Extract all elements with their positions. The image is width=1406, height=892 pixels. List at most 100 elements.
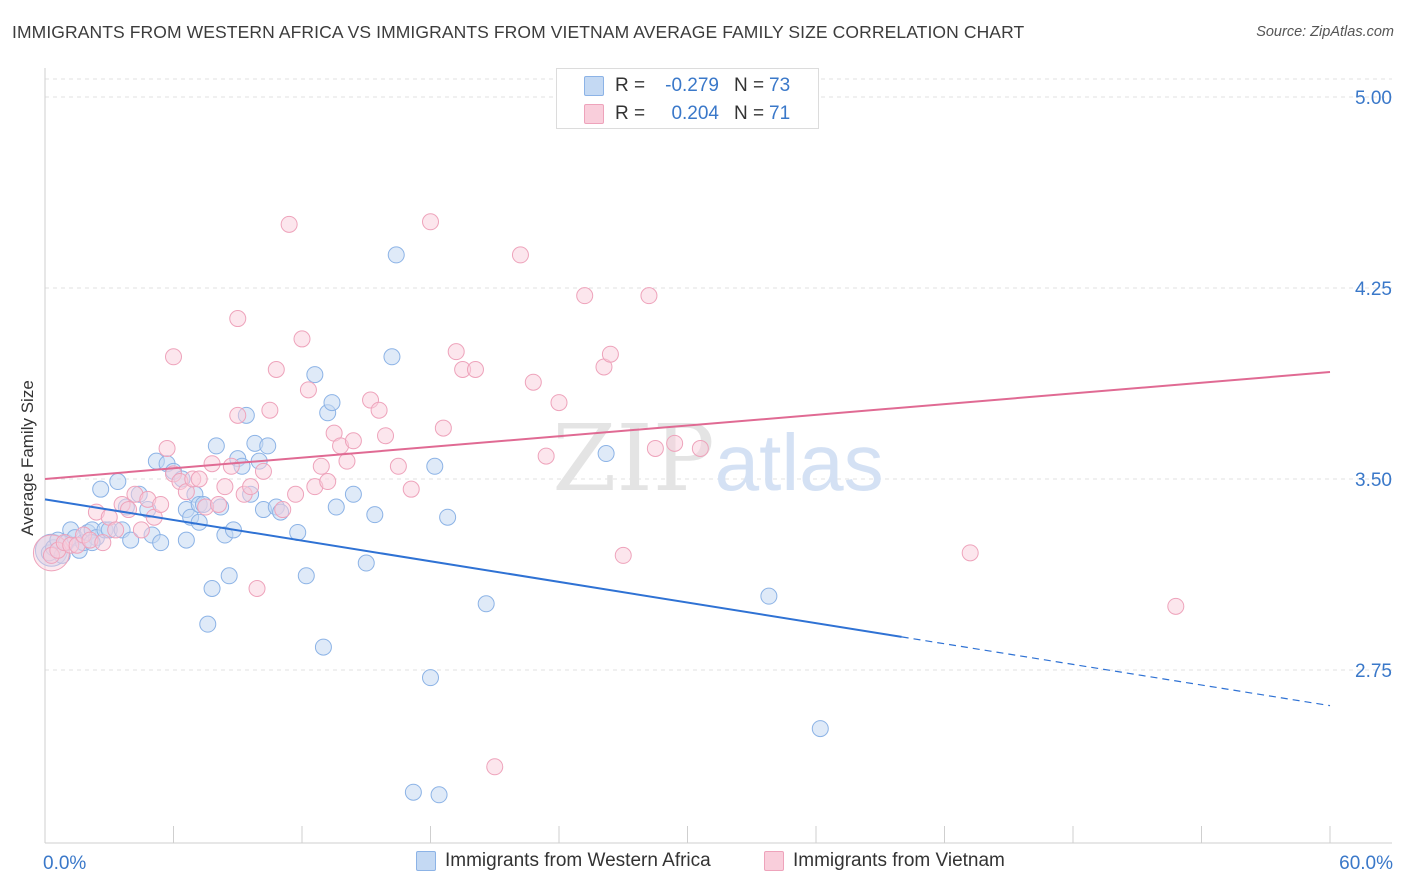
data-point-vietnam	[165, 348, 182, 366]
data-point-western-africa	[383, 348, 401, 366]
data-point-western-africa	[387, 246, 405, 264]
data-point-western-africa	[152, 534, 170, 552]
data-point-western-africa	[259, 437, 277, 455]
series-vietnam	[32, 213, 1185, 776]
data-point-vietnam	[152, 495, 170, 513]
r-label: R =	[615, 103, 646, 124]
axes	[44, 68, 1392, 844]
data-point-vietnam	[274, 501, 292, 519]
y-tick-label: 5.00	[1355, 88, 1392, 109]
n-label: N =	[734, 103, 765, 124]
data-point-vietnam	[550, 394, 568, 412]
data-point-vietnam	[312, 457, 330, 475]
tick-labels: 2.75 3.50 4.25 5.00 0.0% 60.0%	[43, 88, 1393, 874]
data-point-vietnam	[209, 495, 227, 513]
data-point-vietnam	[961, 544, 979, 562]
data-point-vietnam	[402, 480, 420, 498]
n-label: N =	[734, 75, 765, 96]
trendline-western-africa-dashed	[901, 636, 1331, 707]
data-point-vietnam	[389, 457, 407, 475]
data-point-vietnam	[222, 457, 240, 475]
y-axis-label: Average Family Size	[18, 380, 37, 536]
data-point-vietnam	[466, 360, 484, 378]
swatch-pink	[584, 104, 604, 124]
data-point-vietnam	[319, 473, 337, 491]
data-point-western-africa	[327, 498, 345, 516]
data-point-western-africa	[203, 580, 221, 598]
legend-label: Immigrants from Western Africa	[445, 850, 711, 871]
series-legend: Immigrants from Western Africa Immigrant…	[0, 850, 1406, 880]
swatch-pink	[764, 851, 784, 871]
data-point-western-africa	[207, 437, 225, 455]
data-point-vietnam	[299, 381, 317, 399]
legend-item-western-africa: Immigrants from Western Africa	[416, 850, 711, 872]
data-point-vietnam	[216, 478, 234, 496]
r-value: 0.204	[671, 103, 719, 124]
n-value: 73	[769, 75, 791, 96]
stats-legend: R = -0.279 N = 73 R = 0.204 N = 71	[556, 68, 819, 129]
data-point-vietnam	[576, 287, 594, 305]
swatch-blue	[416, 851, 436, 871]
data-point-western-africa	[597, 445, 615, 463]
data-point-western-africa	[109, 473, 127, 491]
data-point-vietnam	[107, 521, 125, 539]
data-point-vietnam	[293, 330, 311, 348]
data-point-vietnam	[666, 434, 684, 452]
data-point-vietnam	[614, 546, 632, 564]
data-point-western-africa	[404, 783, 422, 801]
y-tick-label: 4.25	[1355, 279, 1392, 300]
data-point-western-africa	[92, 480, 110, 498]
data-point-western-africa	[297, 567, 315, 585]
data-point-vietnam	[601, 345, 619, 363]
data-point-western-africa	[357, 554, 375, 572]
data-point-vietnam	[158, 439, 176, 457]
data-point-western-africa	[366, 506, 384, 524]
data-point-vietnam	[254, 462, 272, 480]
data-point-western-africa	[122, 531, 140, 549]
data-point-vietnam	[640, 287, 658, 305]
data-point-vietnam	[338, 452, 356, 470]
data-point-western-africa	[306, 366, 324, 384]
data-point-vietnam	[434, 419, 452, 437]
data-point-vietnam	[280, 215, 298, 233]
data-point-vietnam	[94, 534, 112, 552]
data-point-western-africa	[477, 595, 495, 613]
data-point-western-africa	[811, 720, 829, 738]
data-point-vietnam	[287, 485, 305, 503]
data-point-vietnam	[190, 470, 208, 488]
x-tick-label: 0.0%	[43, 853, 86, 874]
data-point-western-africa	[199, 615, 217, 633]
data-point-western-africa	[314, 638, 332, 656]
data-point-vietnam	[422, 213, 439, 231]
x-tick-label: 60.0%	[1339, 853, 1393, 874]
data-point-vietnam	[447, 343, 465, 361]
data-point-western-africa	[439, 508, 457, 526]
data-point-vietnam	[242, 478, 260, 496]
data-point-vietnam	[370, 401, 388, 419]
data-point-western-africa	[323, 394, 341, 412]
y-tick-label: 3.50	[1355, 470, 1392, 491]
data-point-vietnam	[229, 310, 247, 328]
chart-title: IMMIGRANTS FROM WESTERN AFRICA VS IMMIGR…	[12, 22, 1025, 42]
data-point-western-africa	[422, 669, 439, 687]
data-point-vietnam	[511, 246, 529, 264]
r-value: -0.279	[665, 75, 719, 96]
data-point-western-africa	[430, 786, 448, 804]
legend-item-vietnam: Immigrants from Vietnam	[764, 850, 1005, 872]
data-point-western-africa	[177, 531, 195, 549]
trend-lines	[44, 371, 1331, 707]
data-point-vietnam	[486, 758, 504, 776]
data-point-vietnam	[1167, 597, 1185, 615]
data-point-western-africa	[344, 485, 362, 503]
watermark: ZIPatlas	[552, 405, 883, 512]
data-point-vietnam	[248, 580, 266, 598]
data-point-vietnam	[267, 360, 285, 378]
data-point-vietnam	[261, 401, 279, 419]
grid	[45, 78, 1392, 671]
y-tick-label: 2.75	[1355, 661, 1392, 682]
data-point-vietnam	[229, 406, 247, 424]
swatch-blue	[584, 76, 604, 96]
data-point-western-africa	[760, 587, 778, 605]
source-label: Source: ZipAtlas.com	[1256, 24, 1394, 40]
